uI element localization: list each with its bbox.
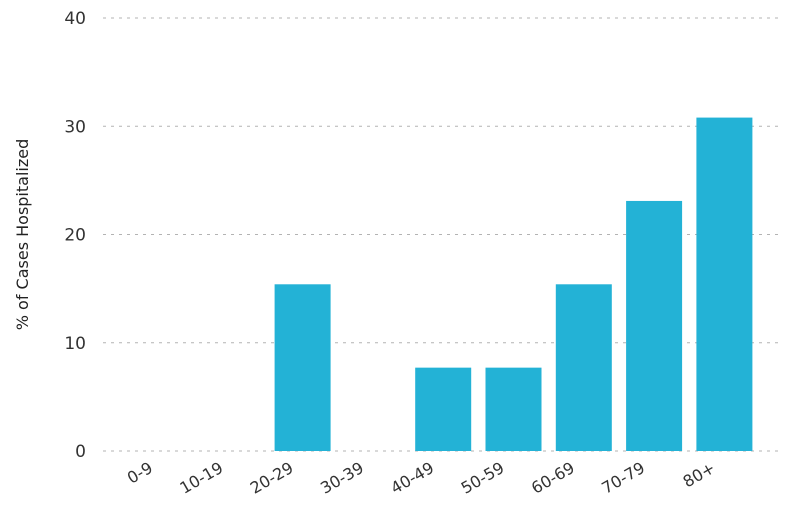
y-tick-label: 10 [64, 334, 86, 354]
x-tick-label: 10-19 [177, 458, 227, 498]
y-tick-label: 30 [64, 117, 86, 137]
x-tick-label: 70-79 [598, 458, 648, 498]
y-axis-label: % of Cases Hospitalized [13, 139, 32, 331]
x-tick-label: 30-39 [317, 458, 367, 498]
bar-60-69 [555, 284, 612, 451]
y-axis-ticks: 0 10 20 30 40 [64, 9, 86, 462]
x-tick-label: 80+ [680, 458, 719, 491]
bar-70-79 [626, 200, 683, 451]
y-tick-label: 40 [64, 9, 86, 29]
bar-50-59 [485, 367, 542, 451]
x-tick-label: 60-69 [528, 458, 578, 498]
x-tick-label: 0-9 [124, 458, 156, 488]
x-tick-label: 40-49 [387, 458, 437, 498]
x-tick-label: 50-59 [458, 458, 508, 498]
bars [274, 117, 753, 451]
y-tick-label: 20 [64, 226, 86, 246]
y-tick-label: 0 [75, 442, 86, 462]
x-tick-label: 20-29 [247, 458, 297, 498]
x-axis-ticks: 0-9 10-19 20-29 30-39 40-49 50-59 60-69 70-79 80… [124, 458, 719, 498]
bar-40-49 [415, 367, 472, 451]
bar-20-29 [274, 284, 331, 451]
bar-80+ [696, 117, 753, 451]
